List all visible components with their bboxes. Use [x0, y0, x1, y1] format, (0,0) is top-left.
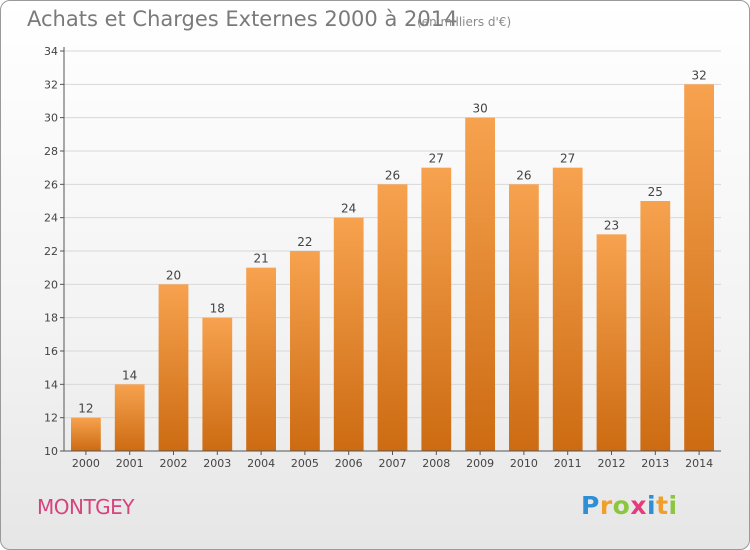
x-tick-label: 2001	[116, 457, 144, 470]
y-tick-label: 20	[44, 278, 58, 291]
bar	[246, 267, 276, 451]
y-tick-label: 10	[44, 445, 58, 458]
y-tick-label: 30	[44, 112, 58, 125]
x-tick-label: 2013	[641, 457, 669, 470]
x-tick-label: 2003	[203, 457, 231, 470]
data-label: 20	[166, 268, 181, 282]
data-label: 21	[253, 252, 268, 266]
x-tick-label: 2006	[335, 457, 363, 470]
proxiti-logo[interactable]: Proxiti	[581, 491, 678, 520]
bar	[290, 251, 320, 451]
brand-letter: r	[599, 491, 613, 520]
data-label: 30	[472, 102, 487, 116]
brand-letter: i	[647, 491, 657, 520]
x-tick-label: 2009	[466, 457, 494, 470]
x-tick-label: 2010	[510, 457, 538, 470]
data-label: 14	[122, 368, 137, 382]
x-tick-label: 2000	[72, 457, 100, 470]
y-tick-label: 16	[44, 345, 58, 358]
y-tick-label: 34	[44, 45, 58, 58]
data-label: 32	[691, 68, 706, 82]
x-tick-label: 2011	[554, 457, 582, 470]
bar	[71, 417, 101, 451]
brand-letter: t	[656, 491, 669, 520]
bar	[509, 184, 539, 452]
x-tick-label: 2014	[685, 457, 713, 470]
x-tick-label: 2007	[379, 457, 407, 470]
brand-letter: i	[668, 491, 678, 520]
data-label: 18	[210, 302, 225, 316]
chart-subtitle: (en milliers d'€)	[417, 15, 512, 29]
x-tick-label: 2004	[247, 457, 275, 470]
brand-letter: P	[581, 491, 600, 520]
bar	[684, 84, 714, 451]
y-tick-label: 14	[44, 378, 58, 391]
brand-letter: o	[612, 491, 631, 520]
bar	[377, 184, 408, 452]
bar	[640, 201, 671, 451]
y-tick-label: 32	[44, 78, 58, 91]
x-tick-label: 2002	[160, 457, 188, 470]
y-tick-label: 12	[44, 412, 58, 425]
x-tick-label: 2008	[422, 457, 450, 470]
data-label: 25	[648, 185, 663, 199]
data-label: 27	[429, 152, 444, 166]
x-tick-label: 2005	[291, 457, 319, 470]
bar	[158, 284, 189, 451]
y-tick-label: 28	[44, 145, 58, 158]
y-tick-label: 22	[44, 245, 58, 258]
y-tick-label: 26	[44, 178, 58, 191]
data-label: 26	[516, 168, 531, 182]
data-label: 23	[604, 218, 619, 232]
data-label: 22	[297, 235, 312, 249]
bar	[114, 384, 145, 451]
y-tick-label: 24	[44, 212, 58, 225]
bar	[465, 117, 495, 452]
bar	[333, 217, 364, 451]
data-label: 12	[78, 402, 93, 416]
chart-title: Achats et Charges Externes 2000 à 2014	[27, 7, 458, 31]
x-tick-label: 2012	[598, 457, 626, 470]
bar	[596, 234, 627, 451]
data-label: 27	[560, 152, 575, 166]
data-label: 24	[341, 202, 356, 216]
bar	[421, 167, 452, 451]
commune-name: MONTGEY	[37, 495, 135, 519]
bar	[202, 317, 233, 451]
y-tick-label: 18	[44, 312, 58, 325]
brand-letter: x	[630, 491, 647, 520]
bar	[552, 167, 583, 451]
data-label: 26	[385, 168, 400, 182]
